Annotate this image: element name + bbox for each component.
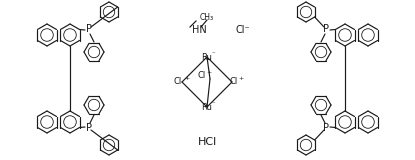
Text: +: + <box>184 76 190 81</box>
Text: P: P <box>86 24 92 34</box>
Text: ⁻: ⁻ <box>211 51 215 57</box>
Text: Ru: Ru <box>202 52 212 61</box>
Text: HCl: HCl <box>198 137 217 147</box>
Text: Cl: Cl <box>198 71 206 80</box>
Text: Ru: Ru <box>202 103 212 112</box>
Text: CH₃: CH₃ <box>200 12 214 21</box>
Text: HN: HN <box>192 25 207 35</box>
Text: P: P <box>323 24 329 34</box>
Text: Cl: Cl <box>230 77 238 87</box>
Text: +: + <box>206 69 212 75</box>
Text: P: P <box>323 123 329 133</box>
Text: Cl: Cl <box>174 77 182 87</box>
Text: P: P <box>86 123 92 133</box>
Text: ⁻: ⁻ <box>211 101 215 107</box>
Text: +: + <box>238 76 244 81</box>
Text: Cl⁻: Cl⁻ <box>236 25 250 35</box>
